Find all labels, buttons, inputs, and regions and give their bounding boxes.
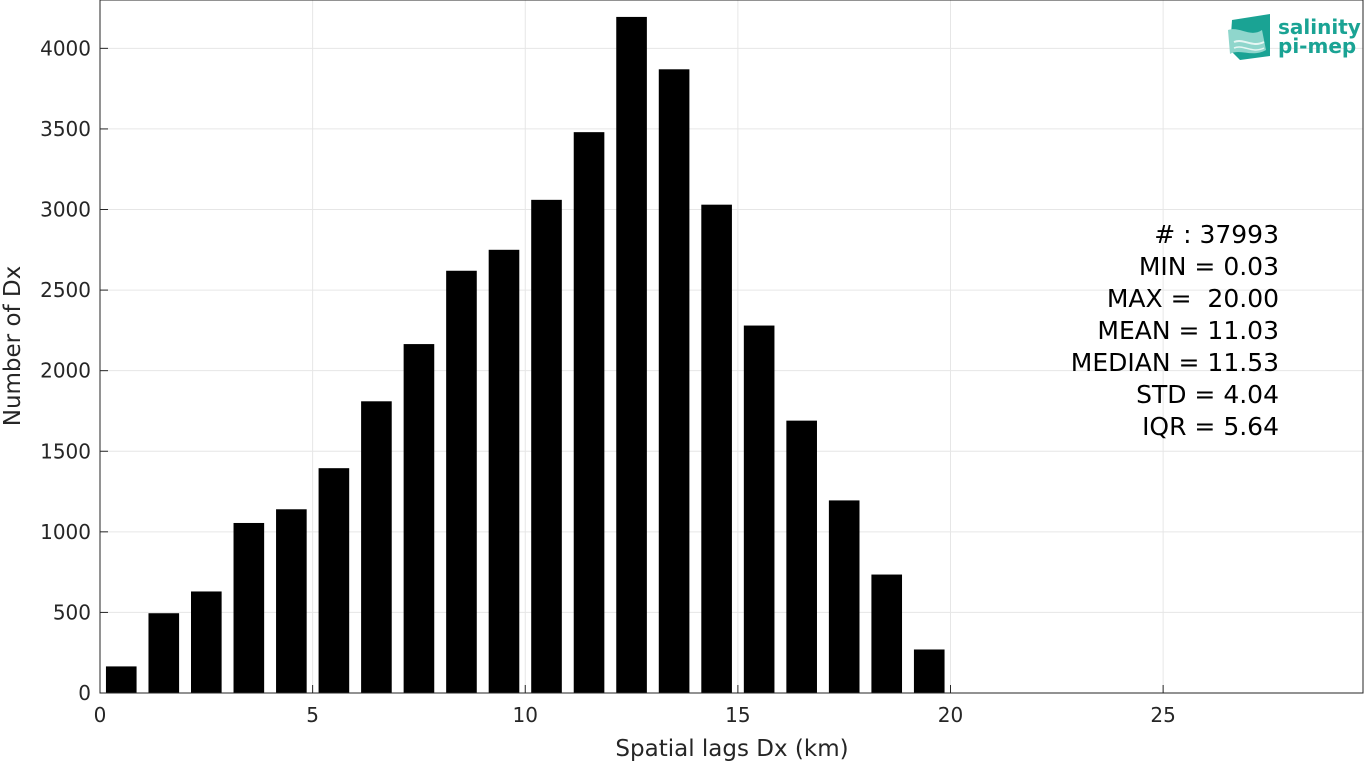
statistic-line: MEAN = 11.03 (1097, 316, 1279, 345)
histogram-bar (573, 132, 605, 693)
histogram-bar (318, 468, 350, 693)
plot-frame (99, 0, 1364, 694)
histogram-bar (743, 325, 775, 693)
x-tick-label: 15 (725, 703, 750, 727)
statistics-annotation: # : 37993 MIN = 0.03 MAX = 20.00 MEAN = 11.… (1071, 220, 1279, 441)
y-axis-label: Number of Dx (0, 266, 26, 427)
histogram-bar (913, 649, 945, 693)
logo-text-salinity: salinity (1278, 15, 1361, 39)
x-tick-label: 0 (94, 703, 107, 727)
statistic-line: IQR = 5.64 (1142, 412, 1279, 441)
logo: salinity pi-mep (1228, 14, 1361, 60)
y-tick-label: 3000 (40, 198, 91, 222)
statistic-line: STD = 4.04 (1136, 380, 1279, 409)
x-axis-label: Spatial lags Dx (km) (615, 736, 848, 762)
y-tick-label: 3500 (40, 117, 91, 141)
histogram-bar (616, 16, 647, 693)
salinity-pimep-logo-icon (1228, 14, 1270, 60)
y-tick-label: 500 (53, 600, 91, 624)
histogram-bar (488, 249, 520, 694)
histogram-bar (191, 591, 222, 693)
y-tick-label: 4000 (40, 36, 91, 60)
logo-text-pimep: pi-mep (1278, 34, 1356, 58)
histogram-bar (871, 574, 903, 693)
histogram-bar (531, 199, 562, 693)
histogram-bar (148, 613, 180, 693)
statistic-line: MEDIAN = 11.53 (1071, 348, 1279, 377)
bars (105, 16, 945, 694)
histogram-bar (446, 270, 477, 693)
x-tick-label: 10 (513, 703, 538, 727)
histogram-bar (828, 500, 860, 693)
histogram-bar (786, 420, 817, 693)
x-tick-label: 5 (306, 703, 319, 727)
statistic-line: # : 37993 (1154, 220, 1279, 249)
histogram-bar (233, 522, 265, 693)
y-axis-ticks: 0 500 1000 1500 2000 2500 3000 3500 4000 (40, 36, 108, 705)
y-tick-label: 2000 (40, 359, 91, 383)
y-tick-label: 1000 (40, 520, 91, 544)
histogram-bar (361, 401, 392, 693)
histogram-bar (403, 344, 435, 693)
histogram-bar (658, 69, 690, 694)
statistic-line: MIN = 0.03 (1139, 252, 1279, 281)
x-axis-ticks: 0 5 10 15 20 25 (94, 685, 1176, 727)
histogram-bar (105, 666, 137, 693)
y-tick-label: 0 (78, 681, 91, 705)
histogram-bar (276, 509, 307, 693)
x-tick-label: 25 (1150, 703, 1175, 727)
histogram-bar (701, 204, 732, 693)
statistic-line: MAX = 20.00 (1107, 284, 1279, 313)
y-tick-label: 2500 (40, 278, 91, 302)
x-tick-label: 20 (938, 703, 963, 727)
y-tick-label: 1500 (40, 439, 91, 463)
